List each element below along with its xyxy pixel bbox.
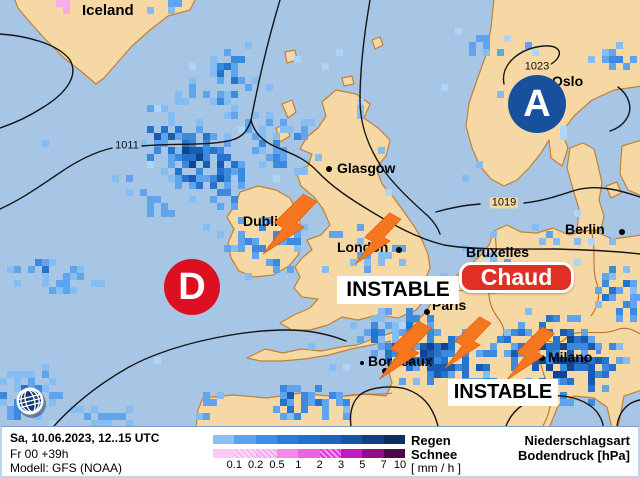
rain-bar-segment (340, 435, 363, 444)
snow-bar-segment (319, 449, 341, 458)
isobar-italy-2 (349, 386, 439, 426)
isobar-1011-southeast (250, 119, 640, 255)
city-label: Milano (548, 349, 593, 365)
isobars (0, 0, 640, 426)
lightning-bolt-icon (355, 212, 402, 265)
snow-bar-segment (255, 449, 277, 458)
rain-bar-segment (298, 435, 320, 444)
isobar-italy-3 (616, 399, 640, 426)
snow-bar-segment (234, 449, 256, 458)
map-overlays: 1011 1023 1019 Iceland Oslo Glasgow Dublin Lond… (82, 2, 625, 406)
legend-bar: Sa, 10.06.2023, 12..15 UTC Fr 00 +39h Mo… (0, 426, 640, 478)
pressure-center-d: D (164, 259, 220, 315)
snow-bar-segment (213, 449, 235, 458)
tick-label: 0.2 (248, 459, 264, 471)
isobar-1011-west (0, 147, 113, 210)
isobar-1011-mid (141, 119, 252, 147)
city-marker-dot (360, 361, 364, 365)
annotation-instable: INSTABLE (337, 276, 459, 304)
city-marker-dot (424, 309, 430, 315)
legend-model: Modell: GFS (NOAA) (10, 461, 123, 475)
annotation-chaud: Chaud (459, 262, 574, 293)
city-label: Dublin (243, 213, 287, 229)
land-denmark (566, 142, 605, 232)
lightning-bolt-icon (262, 193, 317, 255)
city-label: Bruxelles (466, 244, 530, 260)
isobar-1011-north (250, 0, 281, 121)
rain-bar-segment (319, 435, 341, 444)
tick-label: 1 (295, 459, 302, 471)
rain-bar-segment (362, 435, 384, 444)
snow-label: Schnee (411, 447, 458, 462)
lightning-bolt-icon (445, 316, 492, 369)
land-orkney (341, 75, 355, 87)
tick-label: 5 (359, 459, 366, 471)
weather-map: 1011 1023 1019 Iceland Oslo Glasgow Dublin Lond… (0, 0, 640, 426)
isobar-east-of-high (609, 86, 631, 132)
isobar-biscay (53, 329, 347, 426)
land-shetland (371, 36, 384, 50)
legend-right-line2: Bodendruck [hPa] (518, 448, 630, 463)
snow-colorbar (213, 449, 405, 458)
isobar-1019-west (435, 203, 481, 213)
isobar-value-label: 1011 (113, 139, 141, 152)
legend-datetime: Sa, 10.06.2023, 12..15 UTC (10, 431, 160, 445)
annotation-instable: INSTABLE (448, 379, 558, 406)
globe-logo-icon (16, 387, 46, 418)
rain-bar-segment (276, 435, 299, 444)
isobar-northsea (359, 0, 441, 235)
tick-label: 0.1 (226, 459, 242, 471)
rain-label: Regen (411, 433, 451, 448)
snow-bar-segment (276, 449, 299, 458)
lightning-bolt-icon (506, 326, 555, 381)
city-marker-dot (382, 368, 388, 374)
snow-bar-segment (298, 449, 320, 458)
legend-right-line1: Niederschlagsart (524, 433, 631, 448)
rain-bar-segment (213, 435, 235, 444)
tick-label: 10 (393, 459, 407, 471)
rain-colorbar (213, 435, 405, 444)
tick-label: 7 (380, 459, 387, 471)
snow-bar-segment (362, 449, 384, 458)
land-iceland (14, 0, 196, 85)
city-marker-dot (396, 247, 402, 253)
land-ireland (226, 185, 302, 278)
tick-label: 0.5 (269, 459, 285, 471)
land-hebrides-1 (281, 99, 297, 119)
snow-bar-segment (383, 449, 405, 458)
tick-label: 3 (337, 459, 345, 471)
rain-bar-segment (234, 435, 256, 444)
rain-bar-segment (383, 435, 405, 444)
colorbar-ticks: 0.1 0.2 0.5 1 2 3 5 7 10 (213, 459, 407, 472)
city-label: Glasgow (337, 160, 396, 176)
tick-label: 2 (316, 459, 323, 471)
isobar-iceland-low (0, 33, 74, 129)
isobar-value-label: 1023 (522, 60, 552, 73)
isobar-value-label: 1019 (489, 196, 519, 209)
pressure-center-a: A (508, 75, 566, 133)
city-marker-dot (539, 355, 545, 361)
unit-label: [ mm / h ] (411, 461, 462, 475)
land-sweden-south (619, 139, 640, 196)
rain-bar-segment (255, 435, 277, 444)
snow-bar-segment (340, 449, 363, 458)
city-label: Oslo (552, 73, 584, 89)
city-label: Berlin (565, 221, 605, 237)
city-label: Iceland (82, 2, 134, 19)
legend-run: Fr 00 +39h (10, 447, 69, 461)
city-marker-dot (619, 229, 625, 235)
lightning-bolt-icon (379, 320, 433, 380)
sea-adriatic (617, 390, 640, 426)
isobar-1019-east (523, 187, 640, 204)
city-marker-dot (326, 166, 332, 172)
